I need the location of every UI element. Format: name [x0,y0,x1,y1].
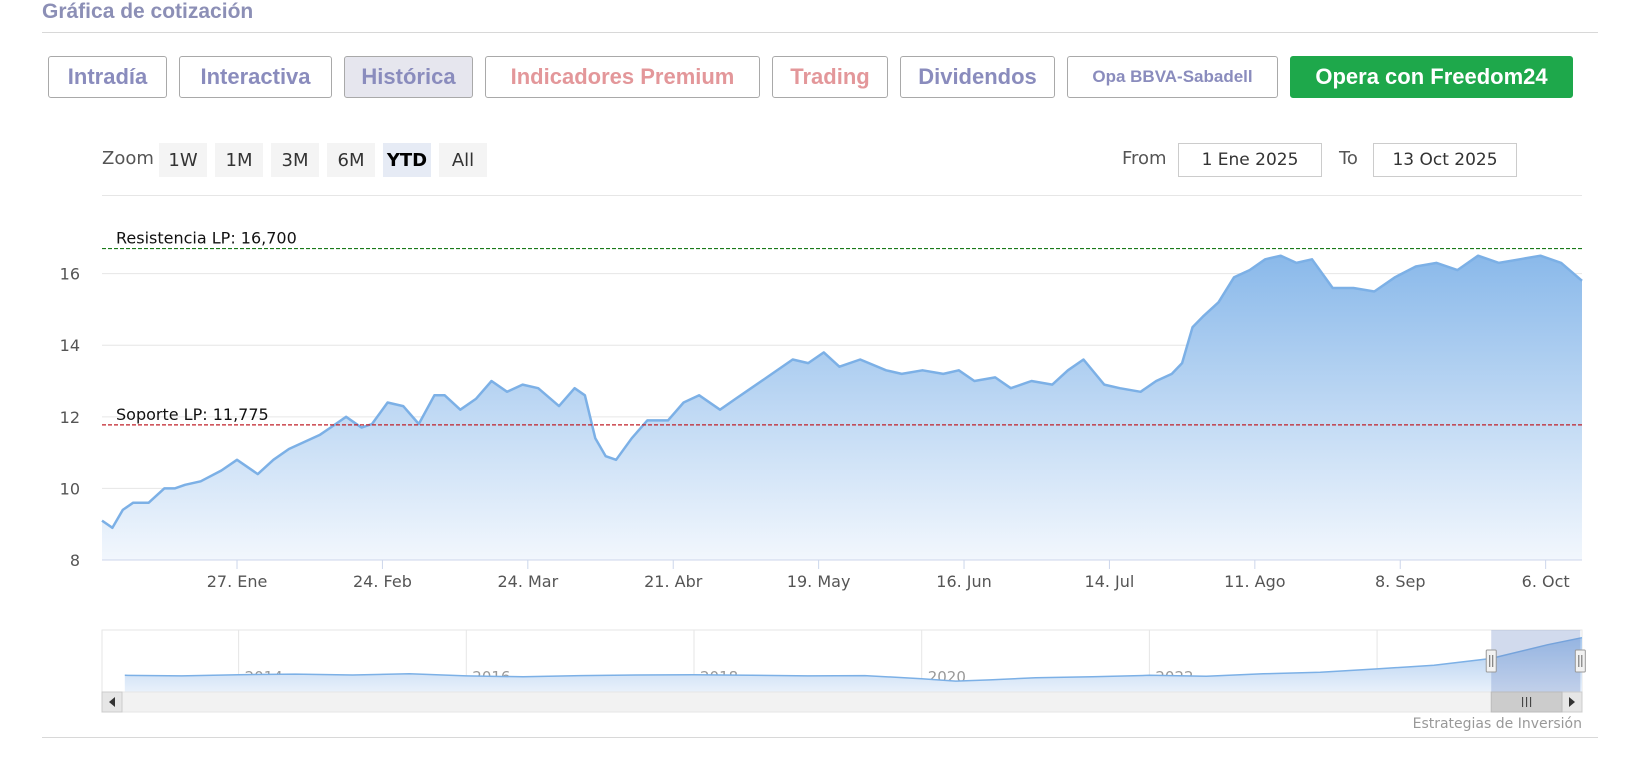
tab-interactiva[interactable]: Interactiva [179,56,332,98]
bottom-divider [42,737,1598,738]
scrollbar-track[interactable] [101,691,1583,713]
x-tick-label: 16. Jun [936,572,992,591]
resistance-label: Resistencia LP: 16,700 [116,229,297,248]
x-tick-label: 14. Jul [1085,572,1135,591]
x-tick-label: 8. Sep [1375,572,1426,591]
section-title: Gráfica de cotización [42,0,254,23]
tab-opa-bbva-sabadell[interactable]: Opa BBVA-Sabadell [1067,56,1278,98]
navigator-line [124,636,1583,682]
price-area [102,255,1582,560]
y-tick-label: 14 [60,336,80,355]
zoom-6m-button[interactable]: 6M [327,143,375,177]
zoom-1m-button[interactable]: 1M [215,143,263,177]
tab-trading[interactable]: Trading [772,56,888,98]
x-tick-label: 21. Abr [644,572,703,591]
tab-historica[interactable]: Histórica [344,56,473,98]
title-divider [42,32,1598,33]
navigator-area [124,637,1582,692]
x-tick-label: 27. Ene [207,572,268,591]
tab-intradia[interactable]: Intradía [48,56,167,98]
zoom-all-button[interactable]: All [439,143,487,177]
from-date-input[interactable] [1178,143,1322,177]
y-tick-label: 12 [60,408,80,427]
x-tick-label: 19. May [787,572,851,591]
zoom-1w-button[interactable]: 1W [159,143,207,177]
tab-indicadores-premium[interactable]: Indicadores Premium [485,56,760,98]
x-tick-label: 11. Ago [1224,572,1285,591]
zoom-label: Zoom [102,148,154,169]
support-label: Soporte LP: 11,775 [116,405,269,424]
x-tick-label: 24. Mar [497,572,558,591]
credits-label: Estrategias de Inversión [1413,716,1582,732]
to-date-input[interactable] [1373,143,1517,177]
chevron-right-icon [1569,697,1575,707]
x-tick-label: 6. Oct [1522,572,1570,591]
navigator-handle-left[interactable] [1485,649,1497,673]
price-line [101,254,1583,530]
y-tick-label: 16 [60,265,80,284]
tab-dividendos[interactable]: Dividendos [900,56,1055,98]
x-tick-label: 24. Feb [353,572,412,591]
y-tick-label: 8 [70,551,80,570]
from-label: From [1122,148,1167,169]
opera-freedom24-button[interactable]: Opera con Freedom24 [1290,56,1573,98]
y-tick-label: 10 [60,479,80,498]
to-label: To [1339,148,1358,169]
navigator-handle-right[interactable] [1574,649,1586,673]
zoom-ytd-button[interactable]: YTD [383,143,431,177]
navigator-selection [1491,630,1581,692]
zoom-3m-button[interactable]: 3M [271,143,319,177]
range-divider [102,195,1582,196]
chevron-left-icon [109,697,115,707]
